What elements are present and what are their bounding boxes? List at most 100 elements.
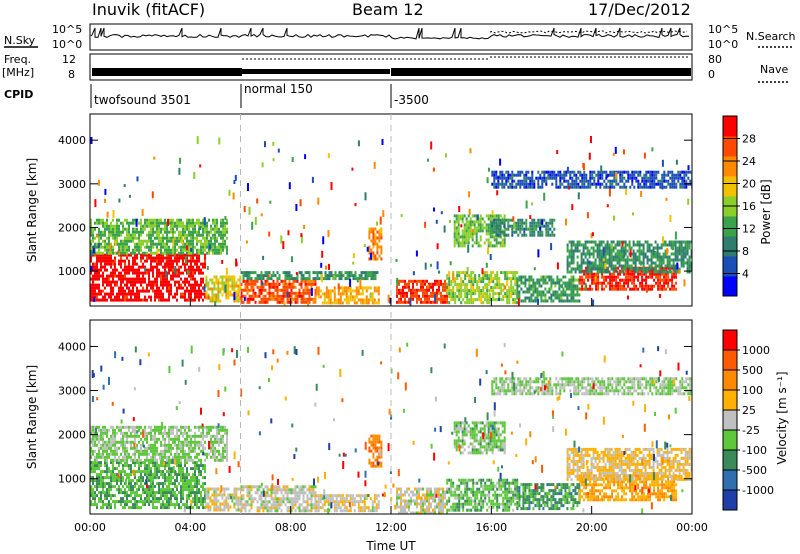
power-cell — [367, 298, 370, 302]
power-cell — [611, 281, 614, 285]
power-cell — [218, 227, 220, 231]
power-cell — [507, 185, 510, 189]
freq-band-2 — [242, 69, 390, 74]
power-cell — [586, 240, 589, 244]
power-cell — [348, 274, 351, 278]
power-cell — [612, 267, 615, 271]
power-cell — [657, 272, 660, 276]
power-cell — [182, 224, 184, 228]
power-cell — [220, 218, 222, 222]
power-cell — [321, 301, 324, 305]
velocity-cell — [106, 488, 108, 492]
power-echo — [556, 262, 559, 270]
power-cell — [473, 226, 476, 230]
power-cell — [339, 298, 342, 302]
power-cell — [156, 277, 158, 281]
power-cell — [122, 245, 124, 249]
velocity-cell — [116, 488, 118, 492]
power-cell — [96, 256, 98, 260]
velocity-cell — [126, 473, 128, 477]
power-cell — [497, 179, 500, 183]
power-cell — [194, 224, 196, 228]
power-cell — [229, 284, 232, 288]
power-cell — [178, 271, 180, 275]
power-cell — [359, 298, 362, 302]
power-cell — [396, 300, 398, 304]
power-cell — [583, 272, 586, 276]
power-cell — [503, 214, 506, 218]
power-cell — [108, 251, 110, 255]
velocity-cell — [102, 479, 104, 483]
power-cell — [154, 236, 156, 240]
power-cell — [176, 227, 178, 231]
velocity-cell — [162, 485, 164, 489]
power-cell — [198, 295, 200, 299]
power-cell — [180, 271, 182, 275]
power-cell — [601, 275, 604, 279]
power-cell — [166, 242, 168, 246]
power-cell — [472, 271, 475, 275]
power-cell — [654, 267, 657, 271]
power-cell — [194, 283, 196, 287]
y-tick-label: 4000 — [58, 134, 86, 147]
velocity-cell — [104, 470, 106, 474]
power-cell — [114, 268, 116, 272]
power-echo — [327, 153, 330, 159]
power-cell — [482, 277, 485, 281]
velocity-cell — [164, 461, 166, 465]
power-ylabel: Slant Range [km] — [25, 158, 39, 262]
power-cell — [464, 283, 467, 287]
power-cell — [466, 298, 469, 302]
power-cell — [365, 301, 368, 305]
power-cell — [521, 224, 524, 228]
power-cell — [623, 278, 626, 282]
power-cell — [528, 287, 531, 291]
power-cell — [610, 240, 613, 244]
power-cell — [553, 176, 556, 180]
power-cell — [186, 259, 188, 263]
power-cell — [599, 281, 602, 285]
power-cell — [497, 185, 500, 189]
power-cell — [478, 277, 481, 281]
power-cell — [420, 297, 422, 301]
power-cell — [132, 259, 134, 263]
power-cell — [601, 170, 604, 174]
power-echo — [430, 263, 432, 267]
power-cell — [186, 289, 188, 293]
power-cell — [619, 269, 622, 273]
power-cell — [98, 271, 100, 275]
power-cell — [600, 261, 603, 265]
power-cell — [633, 275, 636, 279]
power-cell — [96, 251, 98, 255]
power-cell — [96, 262, 98, 266]
power-cell — [146, 289, 148, 293]
power-cell — [98, 253, 100, 257]
power-cell — [572, 240, 575, 244]
power-cell — [406, 285, 408, 289]
power-cell — [398, 291, 400, 295]
power-cell — [464, 286, 467, 290]
power-echo — [675, 159, 678, 165]
power-cell — [92, 253, 94, 257]
power-echo — [525, 200, 528, 209]
power-cell — [681, 170, 684, 174]
power-cell — [172, 271, 174, 275]
power-cell — [162, 253, 164, 257]
power-cell — [98, 298, 100, 302]
power-cell — [535, 224, 538, 228]
power-cell — [192, 239, 194, 243]
power-cell — [102, 283, 104, 287]
power-cell — [150, 221, 152, 225]
power-cell — [418, 279, 420, 283]
power-cell — [108, 230, 110, 234]
power-cell — [136, 277, 138, 281]
power-cell — [200, 277, 202, 281]
power-cell — [108, 227, 110, 231]
power-cell — [470, 298, 473, 302]
power-cell — [633, 278, 636, 282]
nsearch-label: N.Search — [746, 30, 796, 43]
power-cell — [572, 296, 575, 300]
power-cell — [110, 286, 112, 290]
power-cell — [288, 291, 291, 295]
power-cell — [671, 284, 674, 288]
